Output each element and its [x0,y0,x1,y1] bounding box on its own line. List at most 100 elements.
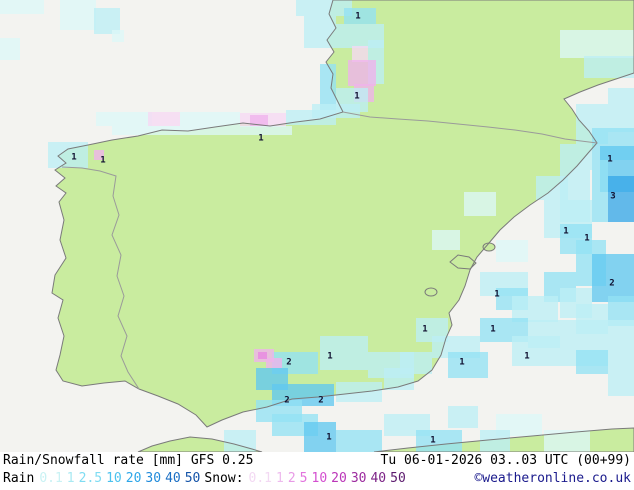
precip-cell [266,358,282,368]
precip-value-label: 1 [326,432,332,443]
morocco-landmass [138,437,262,452]
rain-legend-label: Rain [3,471,35,486]
snow-legend-value: 50 [390,471,406,486]
precip-cell [384,368,414,390]
precip-cell [254,349,274,362]
precip-value-label: 3 [610,191,616,202]
precip-value-label: 1 [327,351,333,362]
precip-cell [448,406,478,428]
precip-cell [480,272,528,296]
mallorca-island [450,255,476,269]
map-footer: Rain/Snowfall rate [mm] GFS 0.25 Tu 06-0… [0,452,634,490]
precip-cell [304,422,336,452]
precip-cell [576,104,608,144]
precip-value-label: 2 [609,278,615,289]
precip-cell [368,40,384,84]
rain-legend-value: 0.1 [39,471,63,486]
precip-cell [0,0,44,14]
snow-legend-value: 1 [276,471,284,486]
precip-cell [352,46,368,62]
precip-cell [600,146,634,192]
precip-value-label: 2 [286,357,292,368]
precip-cell [224,430,256,452]
precip-cell [480,318,528,342]
precip-cell [94,150,104,160]
precip-value-label: 1 [459,357,465,368]
copyright-text: ©weatheronline.co.uk [474,471,631,486]
europe-coastline [51,0,634,428]
precip-cell [560,320,634,366]
precip-cell [560,30,634,58]
precip-cell [464,192,496,216]
precip-cell [544,430,590,452]
precip-cell [272,384,334,406]
precip-cell [240,113,286,127]
rain-legend-value: 30 [145,471,162,486]
precip-cell [608,366,634,396]
precip-legend: Rain 0.1 1 2.5 10 20 30 40 50 Snow: 0.1 1 2 5 10 20 3… [3,471,410,486]
precip-value-label: 1 [258,133,264,144]
precip-cell [592,254,634,302]
precip-value-label: 2 [318,395,324,406]
precip-cell [560,170,590,222]
precip-cell [60,0,96,30]
precip-value-label: 1 [524,351,530,362]
menorca-island [483,243,495,251]
precip-cell [320,64,336,110]
precip-cell [258,352,267,359]
precip-cell [512,336,560,366]
precip-cell [94,8,120,34]
precip-cell [368,352,414,378]
precip-cell [354,84,374,102]
precip-value-label: 1 [100,155,106,166]
precip-cell [584,56,634,78]
precipitation-labels-layer: 1 1 1 1 1 1 3 1 1 2 1 1 1 1 1 1 2 2 2 1 1 [71,12,616,445]
precip-cell [608,176,634,222]
snow-legend-value: 10 [311,471,328,486]
precip-cell [432,336,480,358]
precip-value-label: 1 [563,226,569,237]
precip-cell [180,112,240,126]
precip-value-label: 1 [584,233,590,244]
snow-legend-value: 30 [350,471,367,486]
precip-value-label: 1 [71,152,77,163]
precip-cell [576,240,606,286]
precip-cell [528,320,560,348]
rain-legend-value: 20 [125,471,142,486]
precip-cell [272,352,318,374]
precip-cell [348,60,376,86]
land-layer [0,0,634,452]
precip-cell [416,318,448,342]
map-title: Rain/Snowfall rate [mm] GFS 0.25 [3,453,254,468]
snow-legend-value: 5 [299,471,308,486]
precip-cell [400,352,432,374]
morocco-coastline [137,436,263,452]
precip-cell [496,240,528,262]
precip-cell [560,144,592,170]
ibiza-coastline [424,287,438,297]
precip-cell [256,368,288,390]
precip-cell [560,224,592,254]
precip-cell [536,176,568,200]
precip-cell [448,352,488,378]
precip-cell [336,430,382,452]
precip-cell [384,414,430,436]
coastline-layer [51,0,634,452]
precip-cell [336,88,368,112]
precip-cell [296,0,336,16]
precip-cell [336,0,352,16]
precip-cell [544,272,576,302]
precip-cell [576,304,608,334]
precip-cell [416,430,462,452]
precipitation-cells-layer [0,0,634,452]
precip-value-label: 1 [490,324,496,335]
snow-legend-value: 40 [370,471,387,486]
rain-legend-value: 10 [106,471,122,486]
precip-cell [112,30,124,42]
precip-cell [608,296,634,326]
precip-value-label: 1 [494,289,500,300]
france-spain-border [342,111,598,144]
precip-cell [608,88,634,132]
snow-legend-value: 2 [287,471,296,486]
menorca-coastline [482,242,496,252]
